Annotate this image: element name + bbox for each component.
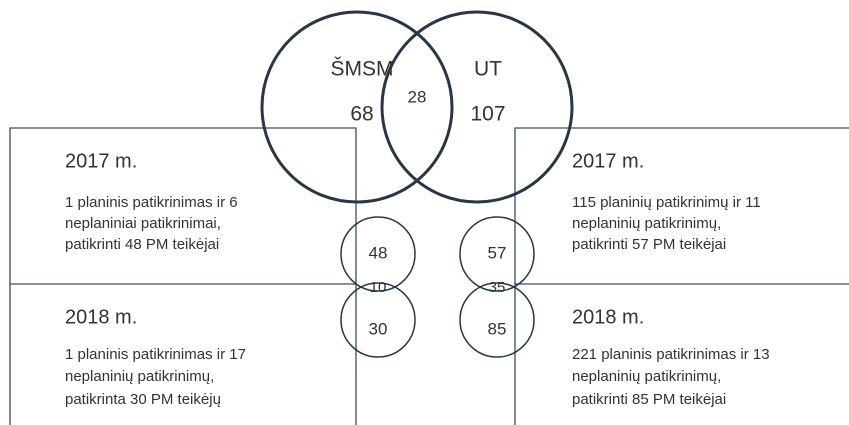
description-line: 1 planinis patikrinimas ir 17 <box>65 346 246 363</box>
description-line: neplaninių patikrinimų, <box>572 215 721 232</box>
frames <box>9 127 849 425</box>
small-overlap: 10 <box>370 279 387 296</box>
venn-right-value: 107 <box>470 103 505 126</box>
description-line: 115 planinių patikrinimų ir 11 <box>572 194 761 211</box>
small-circle <box>459 216 535 292</box>
small-circle <box>459 282 535 358</box>
description-line: patikrinti 57 PM teikėjai <box>572 236 726 253</box>
description-line: neplaninių patikrinimų, <box>572 368 721 385</box>
gap <box>358 130 513 425</box>
small-overlap: 35 <box>489 279 506 296</box>
year: 2018 m. <box>65 306 137 328</box>
small-value: 48 <box>369 243 388 262</box>
sides: 2017 m. 1 planinis patikrinimas ir 6 nepla… <box>65 150 770 408</box>
left-frame <box>9 127 357 425</box>
small-value: 57 <box>488 243 507 262</box>
year: 2017 m. <box>65 150 137 172</box>
small-circle <box>340 282 416 358</box>
description-line: patikrinti 48 PM teikėjai <box>65 236 219 253</box>
description-line: 221 planinis patikrinimas ir 13 <box>572 346 770 363</box>
year: 2017 m. <box>572 150 644 172</box>
right-frame <box>514 127 849 425</box>
venn-right-circle <box>380 10 574 204</box>
venn-overlap: 28 <box>408 87 427 106</box>
year: 2018 m. <box>572 306 644 328</box>
description-line: patikrinti 85 PM teikėjai <box>572 391 726 408</box>
venn-left-circle <box>260 10 454 204</box>
description-line: neplaniniai patikrinimai, <box>65 215 221 232</box>
small-circle <box>340 216 416 292</box>
description-line: 1 planinis patikrinimas ir 6 <box>65 194 238 211</box>
venn-left-label: ŠMSM <box>331 58 394 81</box>
small-value: 85 <box>488 319 507 338</box>
venn-right-label: UT <box>474 58 502 81</box>
small-value: 30 <box>369 319 388 338</box>
description-line: patikrinta 30 PM teikėjų <box>65 391 221 408</box>
venn-left-value: 68 <box>350 103 373 126</box>
description-line: neplaninių patikrinimų, <box>65 368 214 385</box>
